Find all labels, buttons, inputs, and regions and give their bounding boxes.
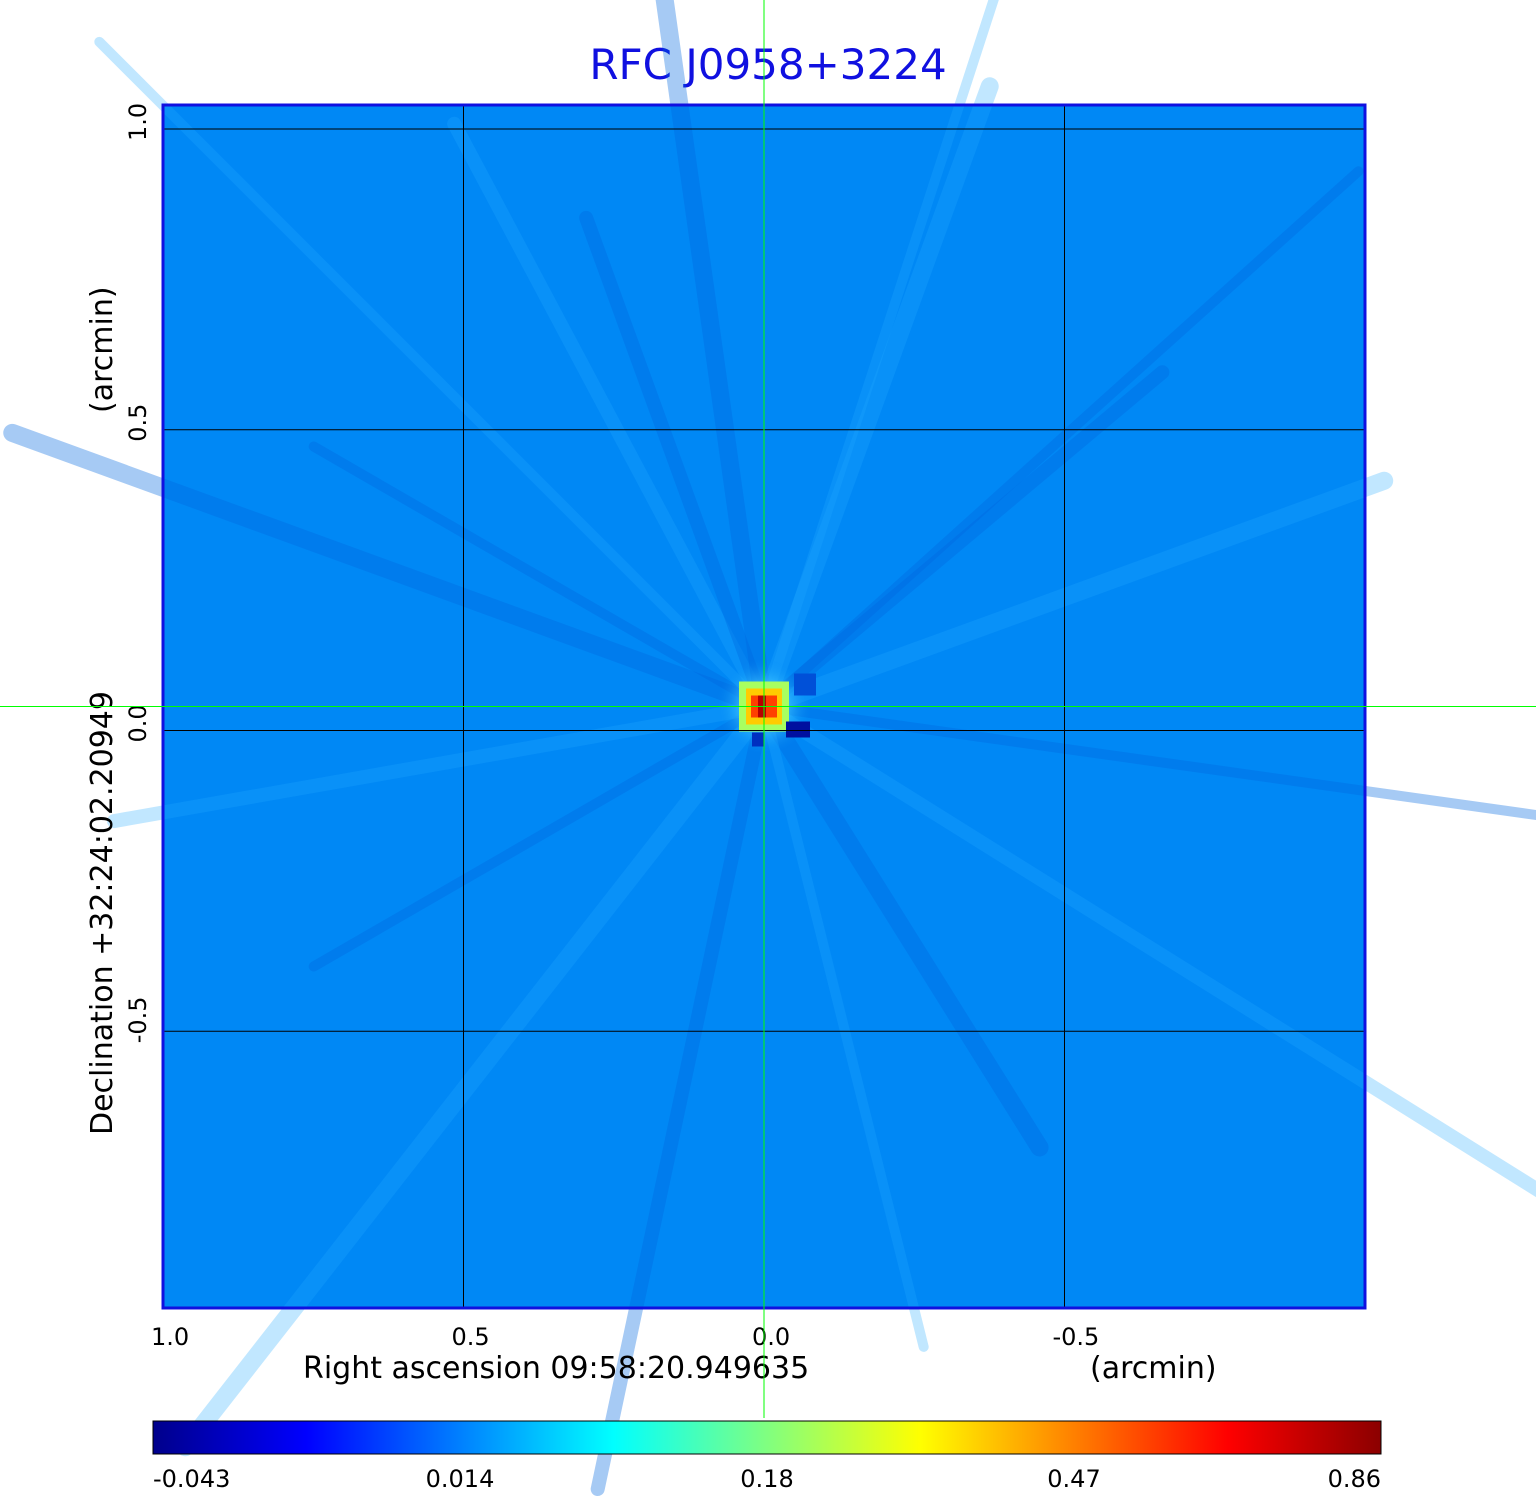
sidelobe-streak (759, 701, 929, 1352)
y-tick-label: 1.0 (124, 103, 152, 141)
y-axis-label: Declination +32:24:02.20949 (85, 691, 120, 1135)
sidelobe-streak (447, 116, 771, 714)
sidelobe-streak (759, 0, 999, 712)
y-axis-unit: (arcmin) (85, 286, 120, 413)
colorbar-tick-label: 0.47 (1047, 1465, 1100, 1493)
sidelobe-streak (308, 441, 769, 712)
y-axis-ticks: 1.0 0.5 0.0 -0.5 (124, 103, 152, 1043)
sidelobe-streak (176, 697, 773, 1457)
image-plot-area[interactable] (3, 0, 1536, 1497)
x-axis-label: Right ascension 09:58:20.949635 (303, 1351, 809, 1386)
x-tick-label: 0.0 (752, 1323, 790, 1351)
sidelobe-streak (757, 365, 1170, 714)
colorbar-tick-label: 0.86 (1328, 1465, 1381, 1493)
chart-title: RFC J0958+3224 (589, 40, 947, 89)
sidelobe-streak (655, 0, 773, 716)
colorbar-tick-label: -0.043 (153, 1465, 230, 1493)
sidelobe-streak (94, 36, 769, 712)
negative-dip (794, 673, 816, 696)
colorbar-ticks: -0.043 0.014 0.18 0.47 0.86 (153, 1465, 1381, 1493)
sidelobe-streak (308, 701, 769, 972)
colorbar (152, 1420, 1382, 1455)
colorbar-tick-label: 0.18 (740, 1465, 793, 1493)
x-axis-unit: (arcmin) (1090, 1351, 1217, 1386)
negative-dip (752, 732, 764, 747)
negative-dip (786, 721, 810, 738)
sidelobe-streak (755, 471, 1394, 716)
x-tick-label: 0.5 (452, 1323, 490, 1351)
y-tick-label: 0.0 (124, 704, 152, 742)
sidelobe-streak (759, 701, 1536, 821)
sidelobe-streak (757, 699, 1536, 1198)
y-tick-label: 0.5 (124, 404, 152, 442)
sidelobe-streak (107, 699, 771, 829)
sidelobe-streak (579, 210, 771, 714)
x-tick-label: 1.0 (151, 1323, 189, 1351)
sidelobe-streak (755, 697, 1049, 1157)
sidelobe-streak (759, 166, 1364, 712)
x-tick-label: -0.5 (1053, 1323, 1100, 1351)
colorbar-tick-label: 0.014 (426, 1465, 495, 1493)
sidelobe-streak (755, 77, 999, 716)
sidelobe-streaks (3, 0, 1536, 1497)
x-axis-ticks: 1.0 0.5 0.0 -0.5 (151, 1323, 1099, 1351)
sidelobe-streak (590, 699, 771, 1497)
y-tick-label: -0.5 (124, 996, 152, 1043)
crosshair (0, 0, 1536, 1418)
sidelobe-streak (3, 423, 773, 716)
